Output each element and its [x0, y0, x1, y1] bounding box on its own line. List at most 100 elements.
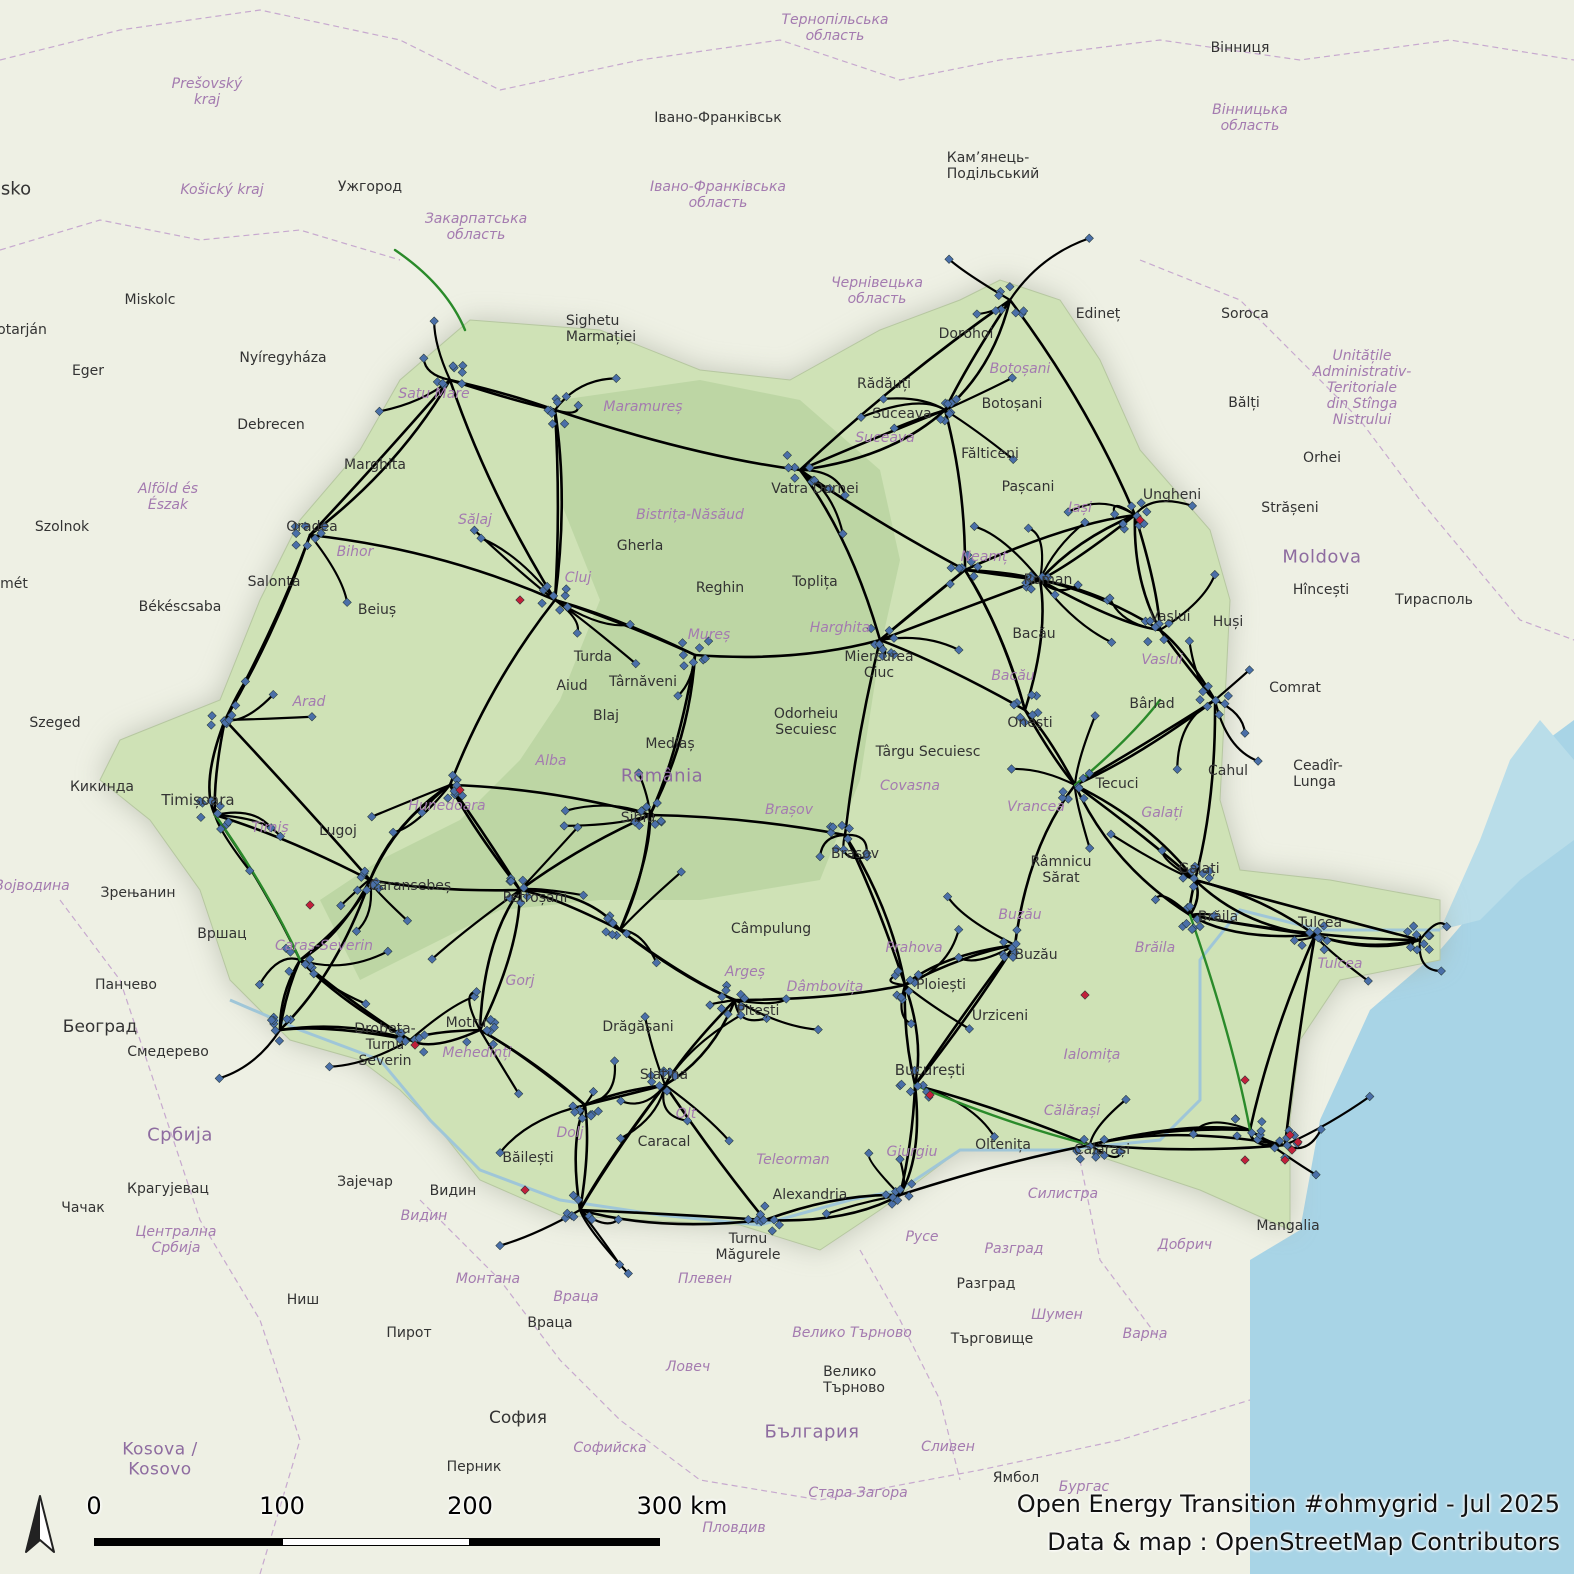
substation-icon	[1424, 930, 1434, 941]
substation-icon	[943, 399, 953, 409]
region-label: Закарпатська область	[424, 210, 528, 243]
city-label: Tecuci	[1095, 776, 1139, 792]
substation-icon	[736, 1010, 746, 1020]
substation-icon	[542, 581, 552, 592]
substation-icon	[774, 1220, 784, 1230]
substation-icon	[837, 820, 847, 831]
power-line	[448, 783, 652, 817]
substation-icon	[856, 412, 866, 422]
substation-icon	[514, 1089, 524, 1099]
substation-icon	[302, 540, 312, 551]
power-line	[843, 638, 882, 837]
region-label: Hunedoara	[408, 797, 486, 814]
city-label: Fălticeni	[961, 446, 1019, 462]
substation-icon	[486, 1014, 496, 1025]
substation-icon	[1164, 618, 1174, 628]
power-line	[1088, 1098, 1128, 1147]
substation-icon	[206, 720, 216, 730]
substation-icon	[622, 929, 632, 939]
region-label: Neamț	[960, 548, 1008, 565]
power-line	[1283, 1095, 1371, 1147]
substation-icon	[838, 529, 848, 539]
region-label: Чернівецька область	[831, 274, 923, 307]
city-label: Békéscsaba	[138, 599, 222, 615]
substation-icon	[721, 985, 731, 995]
city-label: Пирот	[386, 1325, 432, 1341]
region-label: Добрич	[1157, 1236, 1213, 1253]
substation-icon	[844, 823, 854, 834]
power-plant-icon	[1135, 515, 1145, 525]
substation-icon	[1019, 717, 1030, 727]
power-line	[578, 1208, 767, 1226]
city-label: Strășeni	[1261, 500, 1319, 516]
substation-icon	[519, 883, 529, 893]
substation-icon	[374, 406, 385, 416]
substation-icon	[274, 1036, 285, 1046]
city-label: Ungheni	[1142, 487, 1202, 503]
substation-icon	[615, 1259, 625, 1270]
city-label: Кикинда	[69, 779, 135, 795]
substation-icon	[954, 645, 964, 655]
region-label: Caraș-Severin	[275, 937, 373, 954]
power-line	[518, 888, 622, 932]
substation-icon	[245, 866, 255, 876]
city-label: Mangalia	[1256, 1218, 1320, 1234]
power-line	[943, 408, 967, 572]
region-label: Dâmbovița	[786, 978, 864, 995]
substation-icon	[1202, 701, 1212, 712]
region-label: Tulcea	[1317, 955, 1363, 972]
power-line	[913, 1083, 1092, 1147]
substation-icon	[884, 625, 894, 636]
city-label: Hîncești	[1292, 582, 1350, 598]
substation-icon	[368, 880, 378, 890]
substation-icon	[1313, 933, 1323, 943]
substation-icon	[739, 993, 750, 1003]
substation-icon	[1240, 728, 1250, 738]
power-line	[278, 958, 302, 1032]
substation-icon	[1008, 952, 1018, 962]
substation-icon	[724, 1136, 734, 1146]
region-label: Vrancea	[1007, 798, 1065, 815]
substation-icon	[999, 952, 1009, 962]
city-label: Blaj	[593, 708, 619, 724]
substation-icon	[999, 937, 1009, 947]
substation-icon	[1322, 935, 1332, 946]
power-line	[553, 408, 560, 602]
substation-icon	[336, 901, 346, 911]
substation-icon	[659, 1068, 669, 1078]
substation-icon	[562, 602, 573, 612]
substation-icon	[887, 1199, 897, 1209]
danube-delta-water	[1440, 720, 1574, 930]
substation-icon	[457, 367, 467, 377]
substation-icon	[213, 809, 223, 819]
city-label: Pașcani	[1001, 479, 1055, 495]
substation-icon	[676, 867, 686, 877]
substation-icon	[1244, 665, 1255, 675]
substation-icon	[878, 394, 889, 404]
substation-icon	[1223, 691, 1233, 701]
country-label: România	[620, 765, 704, 787]
substation-icon	[760, 1201, 770, 1211]
substation-icon	[650, 819, 660, 829]
region-label: Prešovský kraj	[171, 75, 243, 108]
power-line	[1010, 767, 1077, 787]
power-line	[618, 928, 658, 964]
substation-icon	[1015, 712, 1025, 723]
substation-icon	[1027, 710, 1038, 720]
power-line	[368, 878, 522, 892]
power-line	[479, 537, 557, 602]
power-line	[618, 870, 683, 932]
power-line	[903, 983, 917, 1087]
substation-icon	[1080, 517, 1090, 527]
region-label: Gorj	[505, 972, 535, 989]
substation-icon	[419, 1047, 429, 1057]
city-label: Eger	[71, 363, 105, 379]
substation-icon	[419, 353, 429, 363]
substation-icon	[561, 584, 571, 594]
substation-icon	[809, 475, 820, 485]
country-label: Kosova / Kosovo	[122, 1439, 198, 1480]
substation-icon	[1021, 578, 1031, 588]
power-line	[553, 408, 802, 472]
substation-icon	[1057, 793, 1068, 803]
